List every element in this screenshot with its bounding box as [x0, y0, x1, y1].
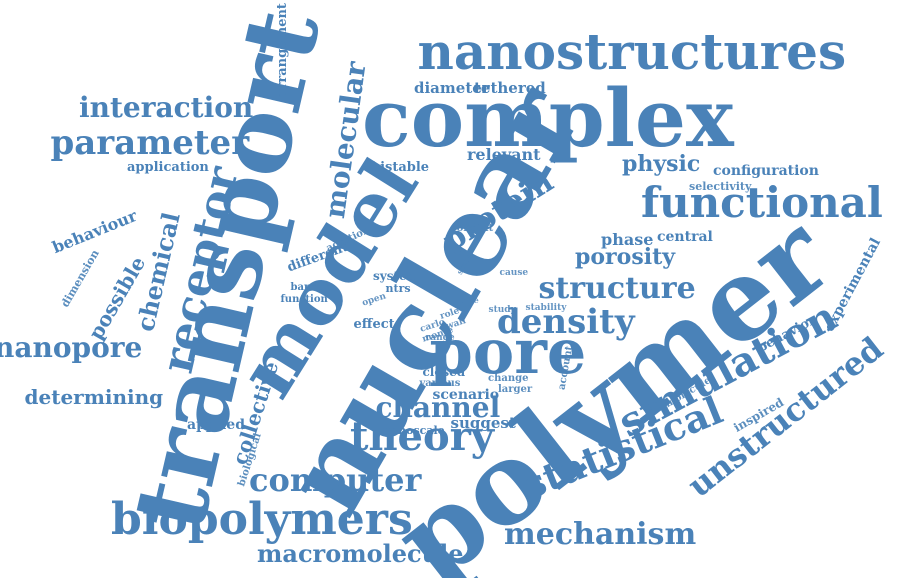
word-channel: channel: [375, 391, 501, 424]
word-change: change: [488, 373, 529, 384]
word-physic: physic: [622, 151, 701, 177]
word-functional: functional: [641, 178, 883, 227]
word-nanopore: nanopore: [0, 331, 143, 364]
word-application: application: [127, 159, 209, 175]
word-scenario: scenario: [432, 387, 500, 403]
word-structure: structure: [538, 271, 696, 306]
word-study: study: [488, 304, 516, 315]
word-theory: theory: [350, 413, 495, 460]
word-suggest: suggest: [450, 413, 516, 432]
word-pore: pore: [429, 315, 587, 388]
word-bistable: bistable: [371, 159, 430, 175]
word-ntrs: ntrs: [385, 281, 411, 295]
word-applied: applied: [187, 417, 245, 433]
word-nanoscale: nanoscale: [383, 423, 445, 437]
word-configuration: configuration: [713, 163, 819, 179]
word-mechanism: mechanism: [504, 517, 697, 552]
word-system: system: [373, 269, 420, 283]
word-size: size: [461, 295, 479, 305]
word-conduit: conduit: [450, 223, 494, 234]
word-cause: cause: [499, 267, 529, 278]
word-nanostructures: nanostructures: [417, 22, 847, 81]
word-determining: determining: [24, 385, 164, 409]
word-larger: larger: [498, 384, 533, 395]
word-phase: phase: [601, 230, 654, 249]
word-closed: closed: [422, 365, 466, 379]
word-dimension: dimension: [58, 246, 102, 310]
word-interaction: interaction: [79, 91, 254, 124]
word-porosity: porosity: [575, 244, 676, 270]
word-biopolymers: biopolymers: [111, 494, 413, 545]
word-diameter: diameter: [414, 78, 490, 97]
word-parameter: parameter: [50, 123, 250, 163]
word-range: range: [425, 332, 455, 343]
word-density: density: [497, 302, 635, 342]
word-macromolecule: macromolecule: [257, 539, 464, 568]
word-tethered: tethered: [474, 78, 546, 97]
word-stability: stability: [525, 302, 567, 313]
word-effect: effect: [353, 316, 395, 332]
word-central: central: [657, 229, 713, 245]
word-arrangement: arrangement: [274, 2, 290, 98]
word-function: function: [280, 294, 328, 305]
word-selectivity: selectivity: [689, 179, 752, 193]
word-relevant: relevant: [467, 145, 541, 164]
word-complex: complex: [362, 71, 734, 165]
word-computer: computer: [249, 461, 422, 499]
word-barrier: barrier: [290, 282, 330, 293]
word-various: various: [419, 378, 461, 389]
